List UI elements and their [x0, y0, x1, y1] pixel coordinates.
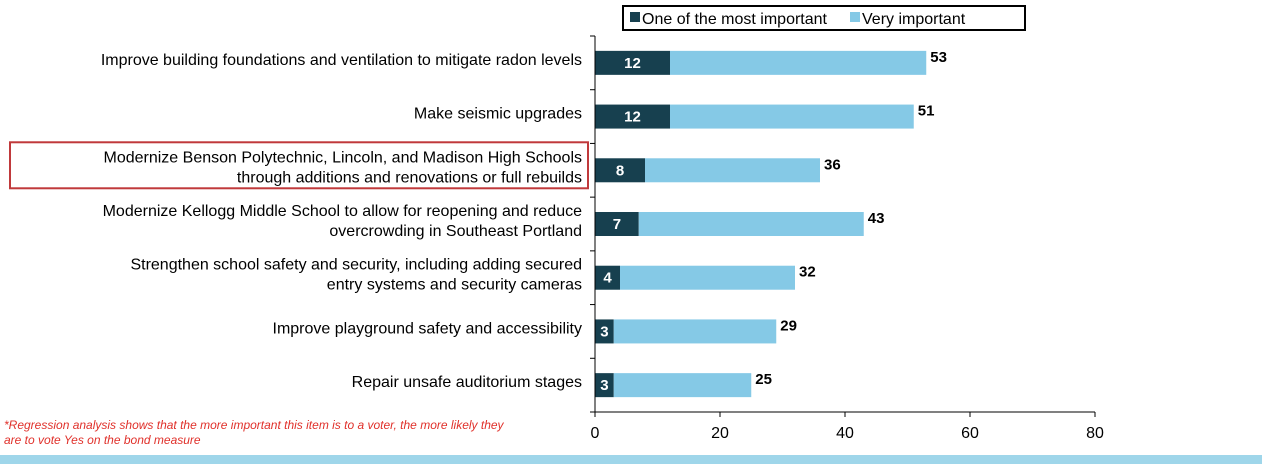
category-label-line: overcrowding in Southeast Portland [329, 223, 582, 240]
data-label-one-of-most-important: 12 [624, 55, 641, 72]
bar-one-of-most-important [595, 104, 670, 129]
x-tick-label: 0 [591, 425, 600, 442]
data-label-one-of-most-important: 12 [624, 109, 641, 126]
category-label: Strengthen school safety and security, i… [130, 257, 582, 294]
category-label: Improve playground safety and accessibil… [273, 320, 583, 337]
bar-very-important [613, 373, 752, 398]
category-labels: Improve building foundations and ventila… [101, 52, 582, 391]
data-label-one-of-most-important: 7 [613, 216, 621, 233]
category-label-line: Repair unsafe auditorium stages [352, 374, 582, 391]
x-tick-label: 80 [1086, 425, 1104, 442]
legend-label-one-of-most-important: One of the most important [642, 11, 828, 28]
data-label-one-of-most-important: 3 [600, 377, 608, 394]
data-label-total: 51 [918, 103, 935, 120]
legend-swatch-one-of-most-important [630, 12, 640, 22]
bar-very-important [645, 158, 820, 183]
x-tick-label: 60 [961, 425, 979, 442]
category-label-line: Improve playground safety and accessibil… [273, 320, 583, 337]
bottom-band [0, 455, 1262, 464]
data-label-one-of-most-important: 3 [600, 323, 608, 340]
highlight-box-layer [9, 141, 589, 190]
category-label-line: entry systems and security cameras [327, 277, 582, 294]
legend-swatch-very-important [850, 12, 860, 22]
x-tick-label: 20 [711, 425, 729, 442]
category-label-line: Strengthen school safety and security, i… [130, 257, 582, 274]
bar-very-important [620, 265, 795, 290]
bar-one-of-most-important [595, 212, 639, 236]
bars: 12 53 12 51 8 36 7 43 4 32 3 29 3 25 [595, 49, 947, 398]
category-label: Modernize Kellogg Middle School to allow… [103, 203, 583, 240]
bar-very-important [638, 212, 864, 236]
category-label-line: Make seismic upgrades [414, 106, 582, 123]
bar-very-important [613, 319, 777, 344]
data-label-total: 36 [824, 156, 841, 173]
category-label: Modernize Benson Polytechnic, Lincoln, a… [104, 149, 583, 186]
bar-one-of-most-important [595, 265, 620, 290]
data-label-total: 53 [930, 49, 947, 66]
data-label-total: 32 [799, 264, 816, 281]
highlight-box [9, 141, 589, 190]
category-label-line: Modernize Benson Polytechnic, Lincoln, a… [104, 149, 583, 166]
data-label-one-of-most-important: 4 [603, 270, 612, 287]
footnote: *Regression analysis shows that the more… [4, 418, 504, 447]
data-label-total: 29 [780, 317, 797, 334]
category-label-line: through additions and renovations or ful… [237, 169, 582, 186]
category-label-line: Modernize Kellogg Middle School to allow… [103, 203, 583, 220]
data-label-one-of-most-important: 8 [616, 162, 624, 179]
x-axis: 0 20 40 60 80 [590, 35, 1104, 442]
data-label-total: 43 [868, 210, 885, 227]
category-label: Make seismic upgrades [414, 106, 582, 123]
category-label: Improve building foundations and ventila… [101, 52, 582, 69]
bar-very-important [670, 104, 914, 129]
bar-one-of-most-important [595, 158, 645, 183]
x-tick-label: 40 [836, 425, 854, 442]
category-label-line: Improve building foundations and ventila… [101, 52, 582, 69]
bar-one-of-most-important [595, 50, 670, 75]
legend-label-very-important: Very important [862, 11, 966, 28]
bar-one-of-most-important [595, 319, 614, 344]
bar-very-important [670, 50, 927, 75]
bar-one-of-most-important [595, 373, 614, 398]
legend-box [622, 5, 1026, 31]
category-label: Repair unsafe auditorium stages [352, 374, 582, 391]
data-label-total: 25 [755, 371, 772, 388]
legend: One of the most important Very important [622, 5, 1026, 31]
